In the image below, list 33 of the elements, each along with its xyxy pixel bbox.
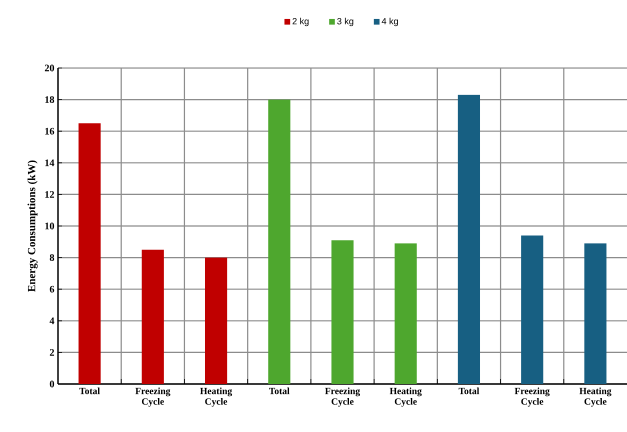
y-tick-label: 16	[45, 128, 54, 135]
x-tick-label: Total	[269, 388, 290, 394]
bar	[394, 243, 417, 384]
x-tick-label: Freezing Cycle	[135, 388, 170, 407]
bar	[458, 94, 480, 384]
x-tick-label: Freezing Cycle	[325, 388, 360, 407]
bar	[584, 243, 606, 384]
x-tick-label: Total	[79, 388, 100, 394]
x-tick-label: Heating Cycle	[200, 388, 232, 407]
x-tick-label: Heating Cycle	[579, 388, 612, 407]
x-tick-label: Freezing Cycle	[514, 388, 550, 407]
y-tick-label: 8	[50, 254, 54, 261]
x-tick-label: Total	[458, 388, 480, 394]
legend-label: 2 kg	[292, 18, 309, 26]
y-axis-title: Energy Consumptions (kW)	[28, 160, 38, 292]
legend-label: 3 kg	[337, 18, 354, 26]
y-tick-label: 20	[44, 64, 54, 72]
bar	[268, 100, 290, 384]
legend-label: 4 kg	[382, 18, 398, 26]
bar	[331, 240, 354, 384]
bar	[78, 123, 101, 384]
x-tick-label: Heating Cycle	[390, 388, 422, 407]
y-tick-label: 2	[50, 349, 54, 356]
bar	[521, 235, 544, 384]
bar	[142, 250, 164, 384]
y-tick-label: 18	[45, 96, 54, 103]
y-tick-label: 0	[50, 380, 54, 388]
y-tick-label: 6	[50, 286, 54, 293]
y-tick-label: 14	[45, 160, 54, 166]
y-tick-label: 4	[50, 318, 54, 324]
y-tick-label: 12	[45, 191, 54, 198]
bar	[204, 258, 228, 384]
y-tick-label: 10	[45, 222, 54, 230]
